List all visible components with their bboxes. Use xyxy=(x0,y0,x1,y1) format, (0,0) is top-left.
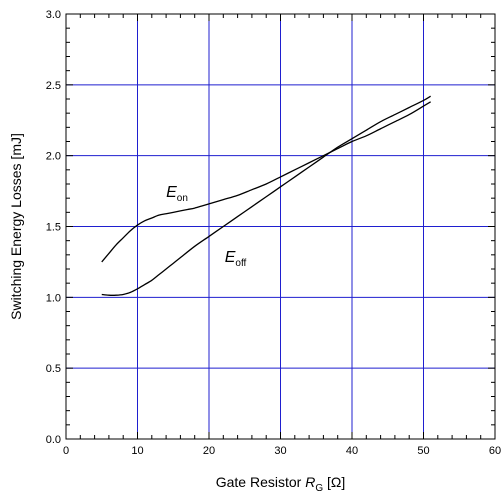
x-tick-label: 40 xyxy=(346,445,358,457)
x-axis-title-prefix: Gate Resistor xyxy=(216,474,305,490)
y-tick-label: 3.0 xyxy=(46,9,61,21)
y-tick-label: 0.0 xyxy=(46,434,61,446)
x-axis-title-unit: [Ω] xyxy=(323,474,345,490)
y-tick-label: 1.0 xyxy=(46,292,61,304)
eon-curve xyxy=(101,101,431,263)
tick-labels: 0 10 20 30 40 50 60 0.0 0.5 1.0 1.5 2.0 2.5 3.0 xyxy=(46,9,501,457)
axis-ticks xyxy=(65,13,496,440)
x-tick-label: 30 xyxy=(274,445,286,457)
x-tick-label: 0 xyxy=(63,445,69,457)
plot-frame xyxy=(65,13,496,440)
x-axis-title-symbol: R xyxy=(305,474,315,490)
y-tick-label: 1.5 xyxy=(46,222,61,234)
x-axis-title-subscript: G xyxy=(315,483,323,494)
x-tick-label: 60 xyxy=(489,445,501,457)
data-series xyxy=(101,95,431,296)
eon-curve-label: Eon xyxy=(166,184,188,204)
eoff-label-main: E xyxy=(225,249,236,266)
grid-lines xyxy=(66,14,495,439)
y-tick-label: 2.0 xyxy=(46,151,61,163)
x-tick-label: 10 xyxy=(131,445,143,457)
y-axis-title: Switching Energy Losses [mJ] xyxy=(8,133,24,320)
eon-label-main: E xyxy=(166,184,177,201)
y-tick-label: 0.5 xyxy=(46,363,61,375)
x-axis-title: Gate Resistor RG [Ω] xyxy=(216,474,346,494)
y-tick-label: 2.5 xyxy=(46,80,61,92)
eon-label-sub: on xyxy=(177,193,188,204)
eoff-curve xyxy=(101,95,431,296)
eoff-label-sub: off xyxy=(235,258,246,269)
x-tick-label: 50 xyxy=(417,445,429,457)
x-tick-label: 20 xyxy=(203,445,215,457)
eoff-curve-label: Eoff xyxy=(225,249,247,269)
